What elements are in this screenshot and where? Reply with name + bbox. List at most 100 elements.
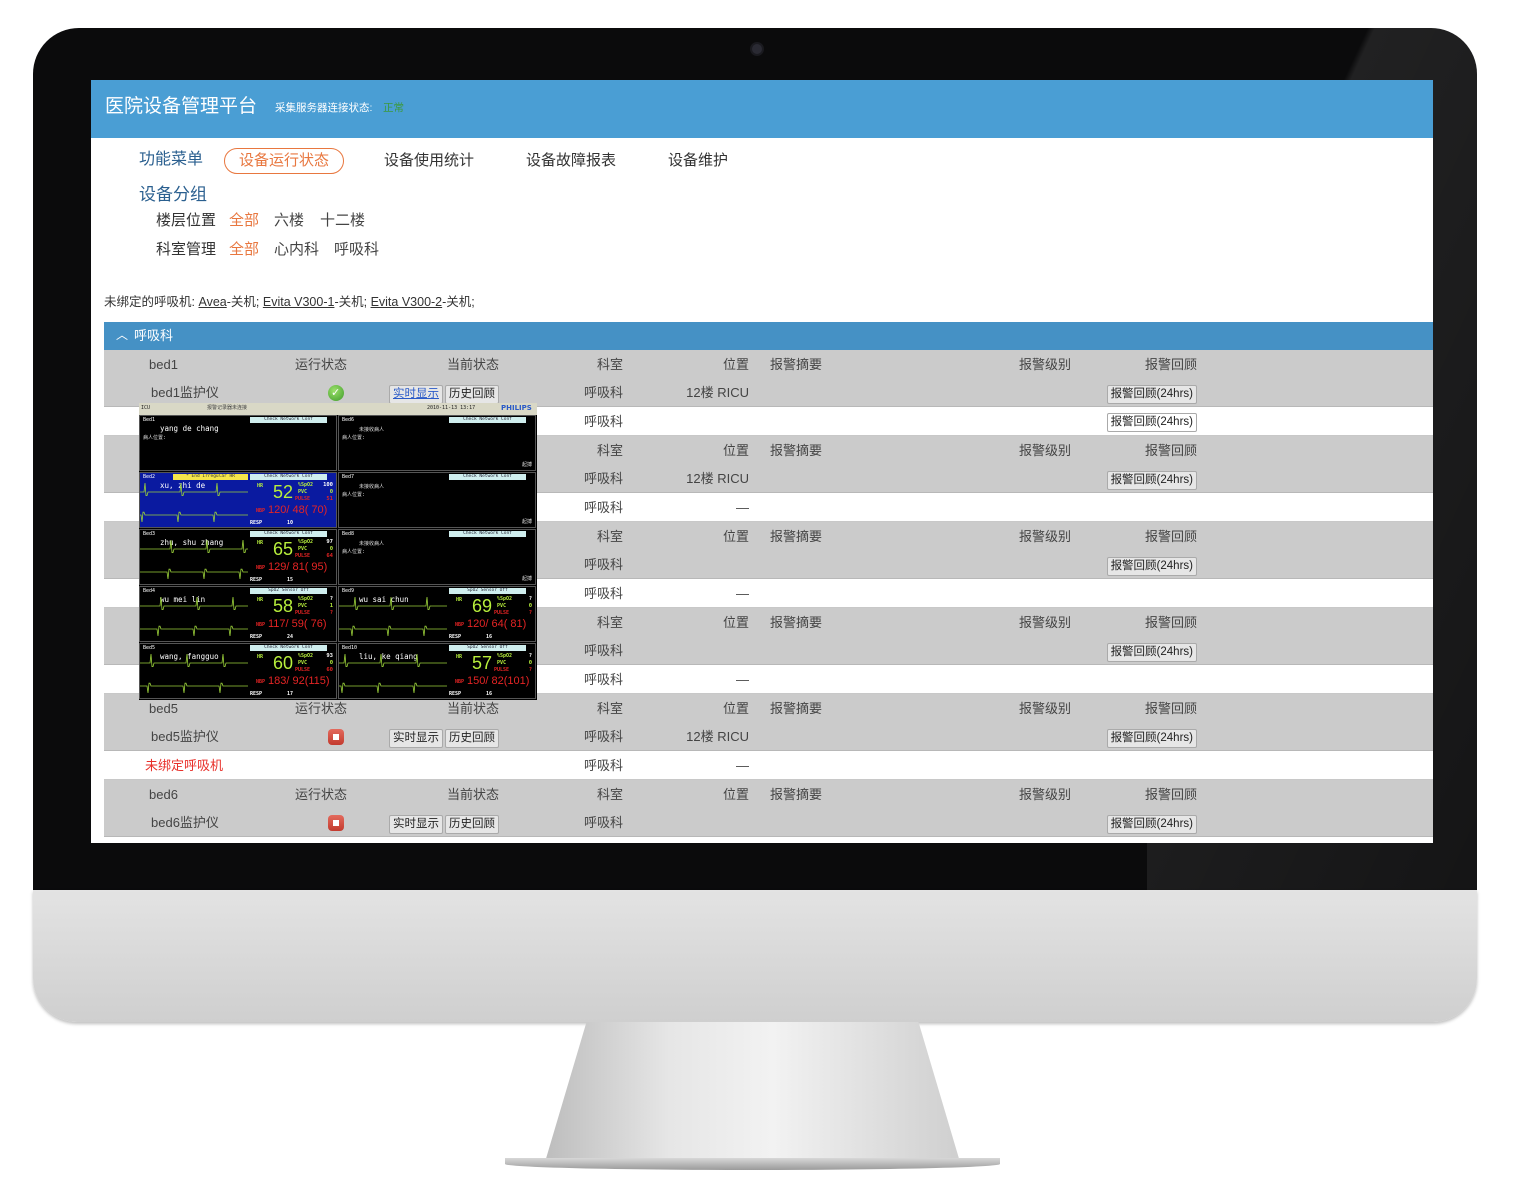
col-alarm-summary: 报警摘要 (770, 615, 823, 630)
hr-value: 69 (472, 596, 493, 616)
server-status-value: 正常 (383, 102, 404, 114)
dept-option-respiratory[interactable]: 呼吸科 (334, 241, 380, 258)
alarm-review-button[interactable]: 报警回顾(24hrs) (1106, 557, 1197, 576)
spo2-label: %SpO2 (298, 482, 314, 488)
nbp-label: NBP (256, 622, 266, 628)
alarm-review-button[interactable]: 报警回顾(24hrs) (1106, 471, 1197, 490)
floor-option-6f[interactable]: 六楼 (274, 212, 305, 229)
nbp-value: 183/ 92(115) (268, 675, 330, 687)
ecg-waveform (339, 596, 447, 611)
no-patient: 未接收病人 (359, 484, 385, 490)
unbound-link-evita2[interactable]: Evita V300-2 (370, 295, 443, 309)
col-alarm-level: 报警级别 (1018, 787, 1071, 802)
pulse-label: PULSE (494, 667, 510, 673)
ventilator-dept: 呼吸科 (583, 500, 623, 515)
unbound-ventilators: 未绑定的呼吸机: Avea-关机; Evita V300-1-关机; Evita… (104, 296, 475, 309)
floor-option-all[interactable]: 全部 (229, 212, 260, 229)
col-alarm-review: 报警回顾 (1144, 701, 1197, 716)
tab-fault-report[interactable]: 设备故障报表 (526, 152, 617, 169)
history-button[interactable]: 历史回顾 (445, 729, 499, 748)
dept-option-all[interactable]: 全部 (229, 241, 260, 258)
monitor-bed-panel: Bed8 Check Network Conf 未接收病人 病人位置: 起搏 (338, 529, 536, 585)
col-alarm-review: 报警回顾 (1144, 529, 1197, 544)
col-alarm-level: 报警级别 (1018, 529, 1071, 544)
resp-label: RESP (250, 577, 263, 583)
spo2-value: ? (329, 596, 333, 602)
device-dept: 呼吸科 (583, 815, 623, 830)
tab-device-status[interactable]: 设备运行状态 (224, 148, 344, 174)
alarm-review-button[interactable]: 报警回顾(24hrs) (1106, 729, 1197, 748)
col-alarm-review: 报警回顾 (1144, 615, 1197, 630)
app-header: 医院设备管理平台 采集服务器连接状态: 正常 (91, 80, 1433, 138)
pvc-label: PVC (298, 546, 308, 552)
floor-option-12f[interactable]: 十二楼 (320, 212, 366, 229)
monitor-bed-panel: Bed9 SpO2 Sensor Off wu sai chun HR 69 %SpO2?… (338, 586, 536, 642)
spo2-value: 93 (326, 653, 333, 659)
hr-label: HR (456, 654, 463, 660)
bed-label: Bed5 (143, 645, 156, 651)
resp-label: RESP (449, 634, 462, 640)
pace-label: 起搏 (521, 576, 532, 582)
resp-label: RESP (250, 520, 263, 526)
nbp-label: NBP (455, 622, 465, 628)
unbound-link-avea[interactable]: Avea (198, 295, 227, 309)
alarm-review-button[interactable]: 报警回顾(24hrs) (1106, 643, 1197, 662)
patient-name: wang, fangguo (160, 652, 219, 661)
device-location: 12楼 RICU (686, 471, 749, 486)
tab-usage-stats[interactable]: 设备使用统计 (384, 152, 475, 169)
hr-value: 58 (273, 596, 294, 616)
alarm-review-button[interactable]: 报警回顾(24hrs) (1106, 413, 1197, 432)
patient-name: yang de chang (160, 424, 219, 433)
ventilator-location: — (736, 672, 749, 687)
ecg-waveform (140, 625, 248, 637)
ecg-waveform (140, 682, 248, 694)
bed-message: Check Network Conf (250, 531, 327, 537)
ventilator-dept: 呼吸科 (583, 672, 623, 687)
pulse-value: ? (329, 610, 333, 616)
bed-label: Bed2 (143, 474, 156, 480)
chevron-up-icon[interactable]: ︿ (116, 328, 129, 342)
live-view-button[interactable]: 实时显示 (389, 729, 443, 748)
bed-message: SpO2 Sensor Off (449, 588, 526, 594)
alarm-review-button[interactable]: 报警回顾(24hrs) (1106, 385, 1197, 404)
col-alarm-review: 报警回顾 (1144, 357, 1197, 372)
status-running-icon (328, 385, 344, 401)
col-dept: 科室 (596, 615, 623, 630)
no-patient: 未接收病人 (359, 427, 385, 433)
patient-name: zhu, shu zhang (160, 538, 224, 547)
pvc-value: 0 (329, 546, 333, 552)
status-stopped-icon (328, 729, 344, 745)
history-button[interactable]: 历史回顾 (445, 385, 499, 404)
monitor-bed-panel: Bed4 SpO2 Sensor Off wu mei lin HR 58 %SpO2? P… (139, 586, 337, 642)
alarm-review-button[interactable]: 报警回顾(24hrs) (1106, 815, 1197, 834)
live-view-button[interactable]: 实时显示 (389, 815, 443, 834)
history-button[interactable]: 历史回顾 (445, 815, 499, 834)
pvc-label: PVC (497, 603, 507, 609)
bed-message: Check Network Conf (449, 417, 526, 423)
unbound-link-evita1[interactable]: Evita V300-1 (262, 295, 335, 309)
col-alarm-review: 报警回顾 (1144, 443, 1197, 458)
pulse-value: ? (528, 610, 532, 616)
live-view-button[interactable]: 实时显示 (389, 385, 443, 404)
bed-message: Check Network Conf (250, 645, 327, 651)
tab-maintenance[interactable]: 设备维护 (668, 152, 729, 169)
ecg-waveform (339, 625, 447, 637)
waveform-area (339, 653, 447, 694)
bed-message: Check Network Conf (449, 531, 526, 537)
monitor-stand (545, 1022, 960, 1162)
hr-value: 60 (273, 653, 294, 673)
monitor-datetime: 2010-11-13 13:17 (427, 405, 476, 411)
device-location: 12楼 RICU (686, 729, 749, 744)
monitor-recorder-status: 报警记录器未连接 (207, 405, 248, 411)
col-alarm-summary: 报警摘要 (770, 357, 823, 372)
app-title: 医院设备管理平台 (105, 96, 258, 117)
dept-option-cardiology[interactable]: 心内科 (274, 241, 320, 258)
status-stopped-icon (328, 815, 344, 831)
nbp-value: 117/ 59( 76) (268, 618, 327, 630)
group-header-respiratory[interactable]: ︿ 呼吸科 (104, 322, 1433, 350)
monitor-bed-panel: Bed6 Check Network Conf 未接收病人 病人位置: 起搏 (338, 415, 536, 471)
bed-label: Bed10 (342, 645, 358, 651)
pvc-value: 0 (528, 660, 532, 666)
hr-label: HR (257, 654, 264, 660)
monitor-bed-panel: Bed7 Check Network Conf 未接收病人 病人位置: 起搏 (338, 472, 536, 528)
